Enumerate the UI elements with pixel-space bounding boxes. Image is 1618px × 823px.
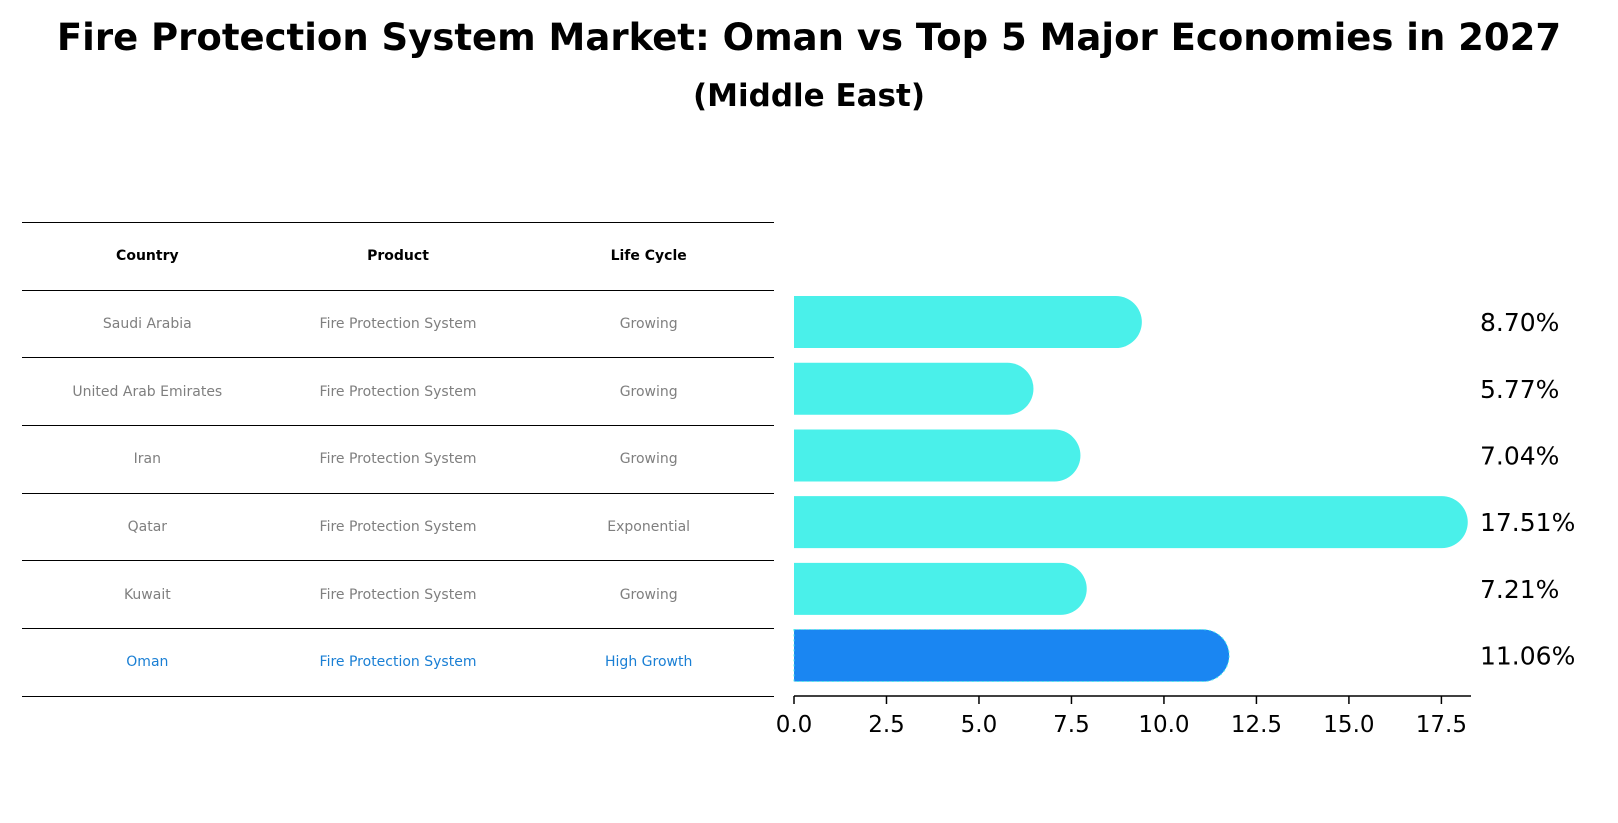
cell-country: Saudi Arabia — [102, 316, 192, 333]
cell-product: Fire Protection System — [319, 383, 477, 400]
x-tick-label: 7.5 — [1053, 712, 1090, 738]
cell-product: Fire Protection System — [319, 316, 477, 333]
value-label-united-arab-emirates: 5.77% — [1480, 375, 1559, 404]
cell-life-cycle: High Growth — [605, 654, 693, 671]
x-tick-label: 17.5 — [1416, 712, 1467, 738]
country-table: Country Product Life Cycle Saudi Arabia … — [22, 222, 774, 697]
cell-product: Fire Protection System — [319, 519, 477, 536]
cell-country: Oman — [126, 654, 169, 671]
cell-country: Iran — [133, 451, 161, 468]
cell-life-cycle: Growing — [619, 316, 678, 333]
chart-title: Fire Protection System Market: Oman vs T… — [56, 16, 1562, 59]
x-tick-label: 12.5 — [1231, 712, 1282, 738]
table-row: United Arab Emirates Fire Protection Sys… — [22, 358, 774, 427]
bar-kuwait — [794, 562, 1087, 615]
cell-product: Fire Protection System — [319, 654, 477, 671]
table-row: Kuwait Fire Protection System Growing — [22, 561, 774, 630]
header-product: Product — [367, 248, 429, 265]
header-country: Country — [116, 248, 179, 265]
bar-qatar — [794, 496, 1468, 549]
cell-product: Fire Protection System — [319, 451, 477, 468]
bar-united-arab-emirates — [794, 362, 1034, 415]
cell-country: Kuwait — [123, 586, 171, 603]
value-label-kuwait: 7.21% — [1480, 575, 1559, 604]
cell-country: United Arab Emirates — [72, 383, 223, 400]
table-row: Saudi Arabia Fire Protection System Grow… — [22, 291, 774, 359]
x-tick-label: 0.0 — [776, 712, 813, 738]
value-label-iran: 7.04% — [1480, 441, 1559, 470]
value-label-qatar: 17.51% — [1480, 508, 1575, 537]
cell-life-cycle: Growing — [619, 586, 678, 603]
cell-product: Fire Protection System — [319, 586, 477, 603]
cell-country: Qatar — [127, 519, 168, 536]
table-header-row: Country Product Life Cycle — [22, 222, 774, 291]
table-row: Qatar Fire Protection System Exponential — [22, 494, 774, 562]
cell-life-cycle: Exponential — [607, 519, 691, 536]
x-tick-label: 10.0 — [1138, 712, 1189, 738]
x-tick-label: 2.5 — [868, 712, 905, 738]
bar-saudi-arabia — [794, 296, 1142, 349]
bar-oman — [793, 629, 1230, 683]
cell-life-cycle: Growing — [619, 451, 678, 468]
header-life-cycle: Life Cycle — [610, 248, 687, 265]
x-tick-label: 5.0 — [961, 712, 998, 738]
table-row: Iran Fire Protection System Growing — [22, 426, 774, 494]
value-label-oman: 11.06% — [1480, 642, 1575, 671]
table-row-highlight: Oman Fire Protection System High Growth — [22, 629, 774, 697]
bar-iran — [794, 429, 1081, 482]
chart-subtitle: (Middle East) — [692, 78, 925, 114]
cell-life-cycle: Growing — [619, 383, 678, 400]
value-label-saudi-arabia: 8.70% — [1480, 308, 1559, 337]
x-tick-label: 15.0 — [1323, 712, 1374, 738]
